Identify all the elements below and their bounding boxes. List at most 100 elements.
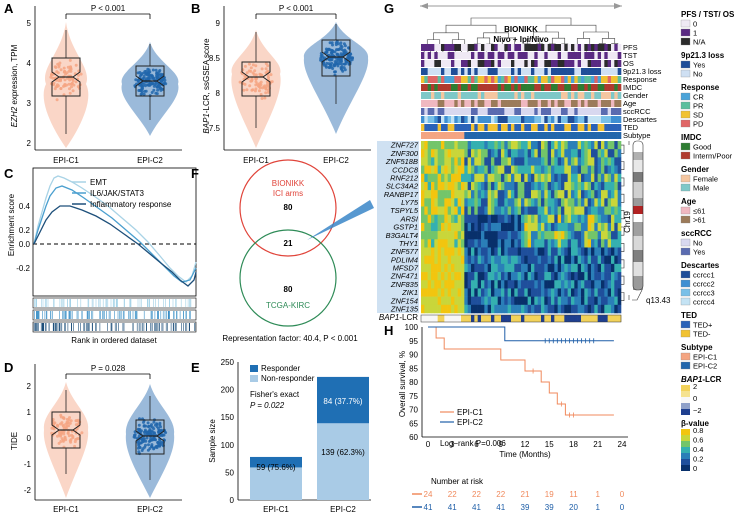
track-cell [504,124,508,131]
heat-cell [541,214,545,224]
track-cell [421,76,425,83]
track-cell [457,68,462,75]
heat-cell [474,190,478,199]
km-curve-epi-c2 [428,326,614,342]
track-cell [617,100,622,107]
heat-cell [474,181,478,191]
xtick: 15 [545,440,554,449]
heat-cell [521,304,525,314]
track-cell [461,76,465,83]
heat-cell [527,190,532,199]
heat-cell [594,263,598,273]
heat-cell [574,214,578,224]
heat-cell [471,149,475,158]
heat-cell [497,214,502,224]
heat-cell [431,141,435,150]
heat-cell [504,288,508,297]
track-cell [574,84,578,91]
track-cell [584,92,588,99]
heat-cell [494,247,498,256]
heat-cell [544,272,548,281]
track-cell [521,44,525,51]
heat-cell [477,247,482,256]
track-cell [504,92,508,99]
heat-cell [574,157,578,166]
heat-cell [557,141,562,150]
heat-cell [437,206,442,216]
track-cell [527,52,532,59]
heat-cell [527,304,532,314]
heat-cell [461,181,465,191]
track-cell [531,132,535,139]
heat-cell [587,272,592,281]
heat-cell [597,190,602,199]
track-cell [531,116,535,123]
heat-cell [467,181,472,191]
heat-cell [531,272,535,281]
heat-cell [514,231,518,240]
chr-band [633,182,643,198]
gene-dendrogram [621,144,625,301]
track-cell [457,60,462,67]
dot-c2 [144,424,148,428]
heat-cell [467,272,472,281]
track-cell [471,84,475,91]
heat-cell [431,214,435,224]
heat-cell [424,296,428,306]
dot-c1 [247,69,251,73]
legend-title: Response [681,83,720,92]
heat-cell [424,222,428,232]
track-cell [597,60,602,67]
track-cell [447,52,452,59]
track-cell [424,92,428,99]
track-cell [521,68,525,75]
track-cell [421,44,425,51]
heat-cell [557,296,562,306]
track-cell [574,44,578,51]
heat-cell [567,181,572,191]
track-cell [514,124,518,131]
chr-band [633,172,643,182]
heat-cell [587,214,592,224]
heat-cell [464,263,468,273]
track-cell [437,52,442,59]
heat-cell [567,198,572,207]
heat-cell [454,198,458,207]
track-cell [557,116,562,123]
dot-c1 [67,69,71,73]
heat-cell [607,181,612,191]
heat-cell [504,181,508,191]
dot-c2 [325,50,329,54]
heat-cell [441,206,445,216]
heat-cell [514,239,518,248]
risk-c2: 41 [472,503,481,512]
track-cell [584,124,588,131]
track-cell [527,132,532,139]
track-cell [477,44,482,51]
heat-cell [611,206,615,216]
track-cell [617,132,622,139]
heat-cell [517,247,522,256]
track-cell [547,92,552,99]
panel-h-yticks: 60 65 70 75 80 85 90 95 100 [405,323,419,442]
heat-cell [497,190,502,199]
heat-cell [587,239,592,248]
heat-cell [481,165,485,175]
heat-cell [491,141,495,150]
heat-cell [527,288,532,297]
track-cell [501,92,505,99]
heat-cell [587,280,592,289]
heat-cell [574,141,578,150]
track-cell [447,116,452,123]
heat-cell [461,206,465,216]
track-cell [471,108,475,115]
track-cell [591,52,595,59]
track-cell [511,108,515,115]
heat-cell [524,206,528,216]
heat-cell [581,247,585,256]
heat-cell [564,280,568,289]
heat-cell [421,247,425,256]
track-cell [554,60,558,67]
heat-cell [501,263,505,273]
heat-cell [471,263,475,273]
